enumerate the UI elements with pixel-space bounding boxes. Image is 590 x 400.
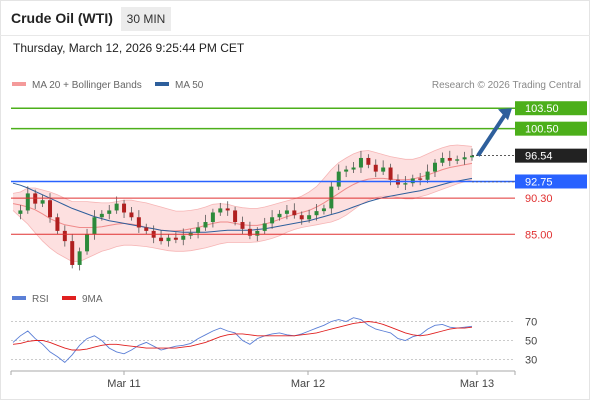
instrument-title: Crude Oil (WTI): [11, 10, 113, 26]
candle: [455, 159, 460, 161]
candle: [321, 208, 326, 212]
candle: [85, 234, 90, 252]
candle: [62, 230, 67, 242]
candle: [284, 210, 289, 214]
target-arrow: [476, 112, 508, 157]
candle: [329, 186, 334, 209]
candle: [262, 223, 267, 231]
candle: [70, 241, 75, 265]
level-label-92.75: 92.75: [525, 176, 553, 188]
candle: [447, 157, 452, 161]
candle: [314, 211, 319, 216]
candle: [255, 230, 260, 236]
candle: [403, 183, 408, 185]
candle: [292, 210, 297, 216]
candle: [129, 212, 134, 218]
candle: [462, 157, 467, 160]
candle: [307, 215, 312, 220]
candle: [299, 215, 304, 220]
legend-ma50: MA 50: [155, 80, 203, 91]
candle: [270, 217, 275, 224]
rsi-line: [12, 317, 473, 364]
candle: [25, 193, 30, 211]
level-tag-103.50: [515, 101, 587, 116]
candle: [203, 222, 208, 228]
bollinger-lower-line: [12, 179, 473, 263]
level-label-103.50: 103.50: [525, 103, 559, 115]
ma50-swatch: [155, 82, 169, 87]
candle: [159, 237, 164, 242]
level-label-100.50: 100.50: [525, 124, 559, 136]
candle: [373, 164, 378, 172]
candle: [470, 155, 474, 158]
candle: [210, 212, 215, 223]
current-price-tag: [515, 148, 587, 163]
candle: [40, 200, 45, 204]
rsi-tick-70: 70: [525, 317, 537, 329]
legend-ma50-label: MA 50: [175, 80, 204, 91]
header-divider: [0, 35, 590, 36]
candle: [136, 217, 141, 228]
legend-rsi-label: RSI: [32, 294, 49, 305]
candle: [225, 208, 230, 211]
candle: [181, 235, 186, 240]
rsi-tick-50: 50: [525, 336, 537, 348]
candle: [277, 213, 282, 218]
candle: [366, 157, 371, 165]
target-arrow-head: [498, 108, 512, 121]
candle: [196, 227, 201, 233]
candle: [173, 237, 178, 240]
current-price-label: 96.54: [525, 151, 553, 163]
rsi-tick-30: 30: [525, 355, 537, 367]
level-label-85.00: 85.00: [525, 229, 553, 241]
bollinger-upper-line: [12, 144, 473, 212]
candle: [144, 227, 149, 231]
legend-rsi: RSI: [12, 294, 49, 305]
legend-bollinger-label: MA 20 + Bollinger Bands: [32, 80, 142, 91]
credit-text: Research © 2026 Trading Central: [431, 80, 581, 91]
candle: [92, 217, 97, 235]
level-tag-100.50: [515, 121, 587, 136]
candle: [381, 167, 386, 172]
candle: [425, 171, 430, 180]
rsi-9ma-line: [12, 321, 473, 351]
candle: [107, 210, 112, 214]
candle: [48, 200, 53, 218]
candle: [388, 167, 393, 180]
ma9-swatch: [62, 296, 76, 301]
x-tick-label: Mar 12: [291, 378, 325, 390]
candle: [166, 237, 171, 242]
timeframe-button[interactable]: 30 MIN: [121, 7, 171, 31]
x-tick-label: Mar 13: [460, 378, 494, 390]
candle: [218, 208, 223, 213]
candle: [233, 210, 238, 223]
candle: [351, 167, 356, 170]
candle: [77, 251, 82, 265]
bollinger-swatch: [12, 82, 26, 87]
candle: [336, 171, 341, 187]
candle: [99, 213, 104, 218]
bollinger-band: [13, 145, 472, 262]
rsi-swatch: [12, 296, 26, 301]
candle: [432, 162, 437, 172]
candle: [358, 157, 363, 168]
level-tag-92.75: [515, 174, 587, 189]
legend-9ma-label: 9MA: [82, 294, 103, 305]
candle: [18, 210, 23, 214]
candle: [247, 228, 252, 236]
candle: [344, 169, 349, 172]
candle: [122, 203, 127, 213]
level-label-90.30: 90.30: [525, 193, 553, 205]
candle: [55, 217, 60, 231]
legend-9ma: 9MA: [62, 294, 103, 305]
candle: [240, 222, 245, 229]
candle: [418, 178, 423, 180]
x-tick-label: Mar 11: [107, 378, 140, 390]
candle: [114, 203, 119, 211]
candle: [440, 157, 445, 163]
timestamp: Thursday, March 12, 2026 9:25:44 PM CET: [13, 41, 245, 55]
legend-bollinger: MA 20 + Bollinger Bands: [12, 80, 142, 91]
